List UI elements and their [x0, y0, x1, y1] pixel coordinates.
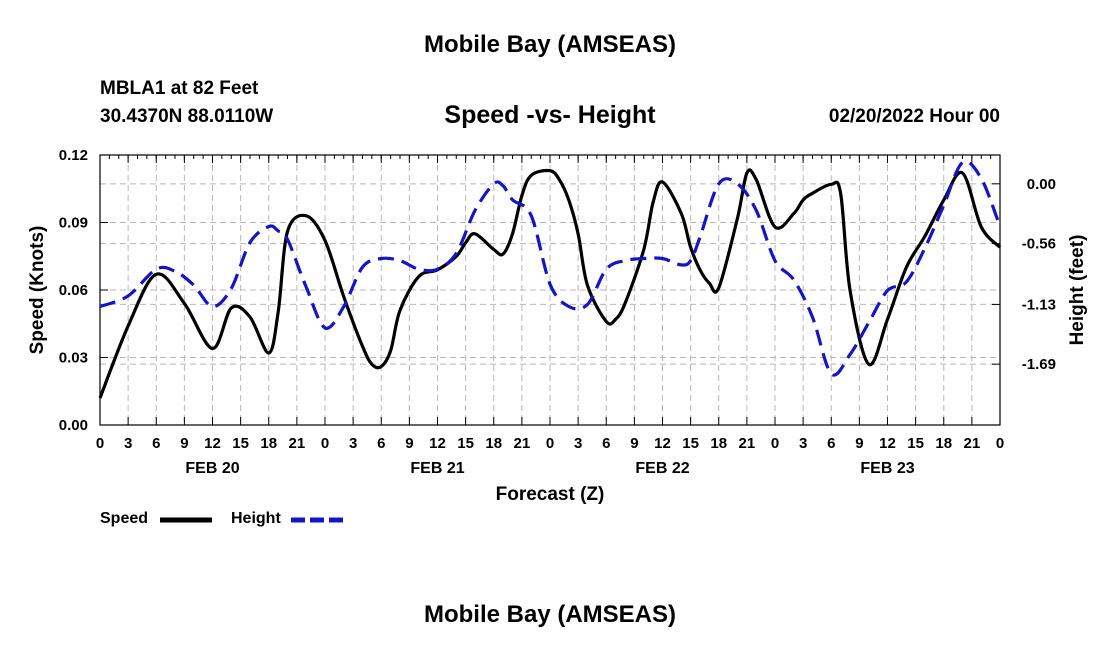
x-tick-label-3: 9	[180, 435, 188, 452]
x-tick-label-1: 3	[124, 435, 132, 452]
y2-tick-label-0: -1.69	[1022, 356, 1056, 373]
station-coordinates: 30.4370N 88.0110W	[100, 106, 274, 127]
forecast-date: 02/20/2022 Hour 00	[828, 106, 1000, 127]
x-tick-label-20: 12	[654, 435, 671, 452]
series-line-speed	[98, 168, 1002, 399]
x-tick-label-32: 0	[996, 435, 1004, 452]
x-tick-label-18: 6	[602, 435, 610, 452]
day-label-3: FEB 23	[860, 460, 914, 477]
x-tick-label-19: 9	[630, 435, 638, 452]
y-tick-label-3: 0.09	[59, 215, 88, 232]
y2-tick-label-3: 0.00	[1027, 176, 1056, 193]
x-tick-label-15: 21	[514, 435, 531, 452]
chart-title: Speed -vs- Height	[444, 101, 656, 129]
y-tick-label-4: 0.12	[59, 147, 88, 164]
x-tick-label-0: 0	[96, 435, 104, 452]
y-axis-label: Speed (Knots)	[27, 226, 48, 355]
x-tick-label-25: 3	[799, 435, 807, 452]
main-title: Mobile Bay (AMSEAS)	[423, 31, 677, 58]
x-tick-label-14: 18	[485, 435, 502, 452]
x-tick-label-22: 18	[710, 435, 727, 452]
y-tick-label-2: 0.06	[59, 282, 88, 299]
x-axis-label: Forecast (Z)	[496, 484, 605, 505]
x-tick-label-9: 3	[349, 435, 357, 452]
y-tick-label-1: 0.03	[59, 350, 88, 367]
x-tick-label-29: 15	[907, 435, 924, 452]
y-tick-label-0: 0.00	[59, 417, 88, 434]
legend-height-label: Height	[231, 510, 281, 527]
x-tick-label-23: 21	[739, 435, 756, 452]
x-tick-label-21: 15	[682, 435, 699, 452]
x-tick-label-7: 21	[289, 435, 306, 452]
legend-speed-label: Speed	[100, 510, 149, 527]
legend-speed: Speed	[100, 510, 148, 528]
y2-tick-label-2: -0.56	[1022, 236, 1056, 253]
day-label-1: FEB 21	[410, 460, 464, 477]
series-line-height	[99, 159, 1002, 377]
x-tick-label-28: 12	[879, 435, 896, 452]
x-tick-label-24: 0	[771, 435, 779, 452]
x-tick-label-6: 18	[260, 435, 277, 452]
x-tick-label-2: 6	[152, 435, 160, 452]
x-tick-label-4: 12	[204, 435, 221, 452]
x-tick-label-5: 15	[232, 435, 249, 452]
station-label: MBLA1 at 82 Feet	[100, 78, 259, 99]
x-tick-label-27: 9	[855, 435, 863, 452]
y2-axis-label: Height (feet)	[1067, 235, 1088, 346]
x-tick-label-11: 9	[405, 435, 413, 452]
x-tick-label-13: 15	[457, 435, 474, 452]
footer-title: Mobile Bay (AMSEAS)	[423, 601, 677, 628]
y2-tick-label-1: -1.13	[1022, 296, 1056, 313]
x-tick-label-17: 3	[574, 435, 582, 452]
x-tick-label-12: 12	[429, 435, 446, 452]
day-label-2: FEB 22	[635, 460, 689, 477]
x-tick-label-26: 6	[827, 435, 835, 452]
x-tick-label-16: 0	[546, 435, 554, 452]
x-tick-label-10: 6	[377, 435, 385, 452]
x-tick-label-8: 0	[321, 435, 329, 452]
day-label-0: FEB 20	[185, 460, 239, 477]
x-tick-label-30: 18	[935, 435, 952, 452]
x-tick-label-31: 21	[964, 435, 981, 452]
legend-height: Height	[231, 510, 281, 528]
